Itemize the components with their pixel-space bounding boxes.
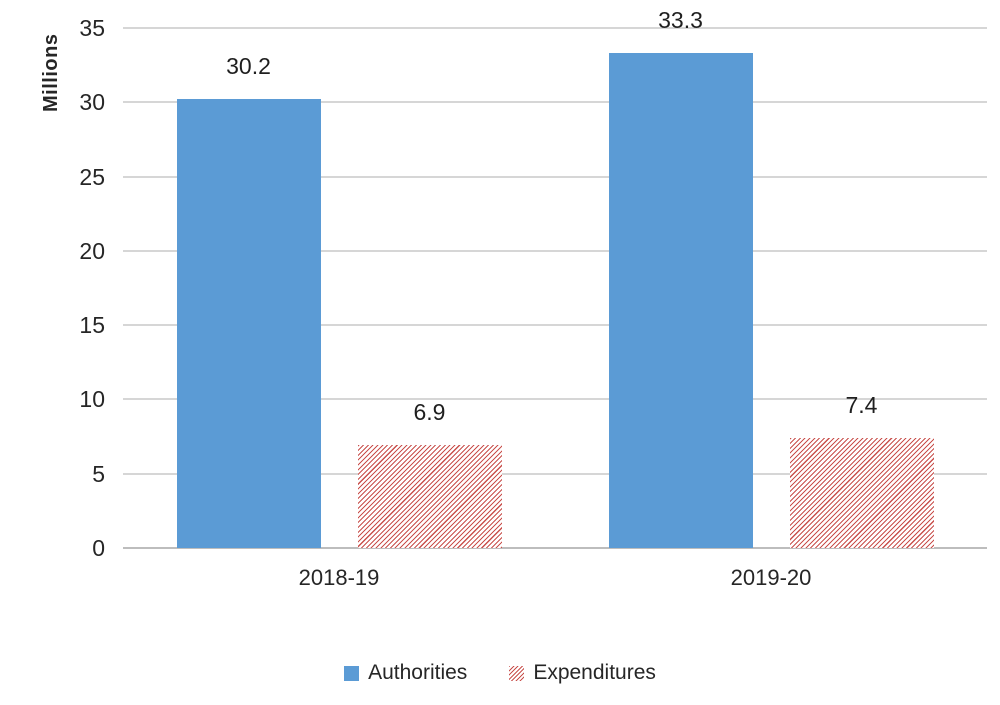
x-axis-line bbox=[123, 547, 987, 549]
data-label: 6.9 bbox=[413, 399, 446, 426]
bar-expenditures-2019-20 bbox=[789, 438, 934, 548]
gridline bbox=[123, 101, 987, 104]
y-tick-label: 5 bbox=[92, 460, 105, 487]
y-tick-label: 15 bbox=[79, 312, 105, 339]
x-tick-label: 2019-20 bbox=[730, 565, 812, 590]
gridline bbox=[123, 324, 987, 327]
y-tick-label: 0 bbox=[92, 535, 105, 561]
gridline bbox=[123, 249, 987, 252]
bar-expenditures-2018-19 bbox=[357, 445, 502, 548]
legend-swatch-authorities bbox=[344, 665, 360, 681]
gridline bbox=[123, 398, 987, 401]
data-label: 33.3 bbox=[658, 7, 703, 34]
legend-item-authorities: Authorities bbox=[344, 662, 467, 684]
data-label: 30.2 bbox=[226, 53, 271, 80]
legend: Authorities Expenditures bbox=[0, 658, 1000, 688]
gridline bbox=[123, 472, 987, 475]
gridline bbox=[123, 175, 987, 178]
legend-swatch-expenditures bbox=[509, 665, 525, 681]
legend-label: Authorities bbox=[368, 661, 468, 684]
x-tick-label: 2018-19 bbox=[298, 565, 380, 590]
bar-authorities-2019-20 bbox=[608, 53, 753, 548]
y-tick-label: 30 bbox=[79, 89, 105, 116]
y-tick-label: 25 bbox=[79, 163, 105, 190]
y-tick-label: 35 bbox=[79, 15, 105, 41]
y-tick-label: 20 bbox=[79, 237, 105, 264]
gridline bbox=[123, 27, 987, 29]
data-label: 7.4 bbox=[845, 392, 878, 419]
legend-item-expenditures: Expenditures bbox=[509, 662, 656, 684]
y-tick-label: 10 bbox=[79, 386, 105, 413]
legend-label: Expenditures bbox=[533, 661, 656, 684]
bar-authorities-2018-19 bbox=[176, 99, 321, 548]
